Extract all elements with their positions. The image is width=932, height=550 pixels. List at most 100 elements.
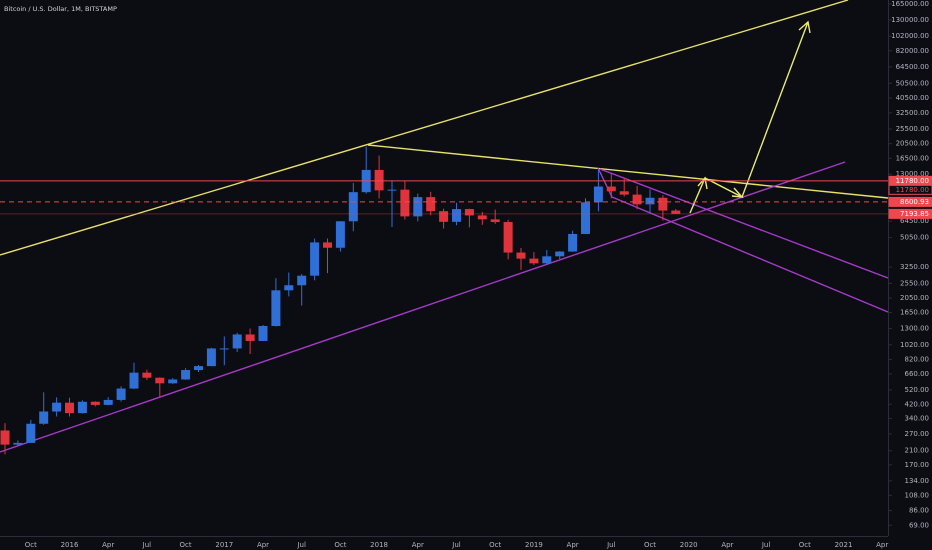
y-tick-label: 520.00 xyxy=(905,386,930,394)
candle-body xyxy=(232,334,242,349)
candle-body xyxy=(90,401,100,405)
chart-title: Bitcoin / U.S. Dollar, 1M, BITSTAMP xyxy=(4,5,117,13)
y-tick-label: 340.00 xyxy=(905,414,930,422)
support-line xyxy=(0,161,846,453)
x-tick-label: Jul xyxy=(296,541,306,549)
candle-body xyxy=(477,215,487,220)
arrow-head xyxy=(731,187,744,198)
candle-body xyxy=(658,197,668,211)
y-tick-label: 40500.00 xyxy=(896,94,929,102)
y-tick-label: 165000.00 xyxy=(891,0,929,8)
candle-body xyxy=(516,252,526,259)
x-tick-label: Oct xyxy=(25,541,37,549)
candle-body xyxy=(271,290,281,327)
candle-body xyxy=(116,388,126,400)
candle-body xyxy=(426,197,436,212)
x-tick-label: Apr xyxy=(257,541,269,549)
y-tick-label: 2050.00 xyxy=(900,294,929,302)
candle-body xyxy=(503,222,513,253)
candle-body xyxy=(65,402,74,414)
candle-body xyxy=(155,377,165,384)
projection-arrow xyxy=(689,21,809,214)
candle-body xyxy=(103,399,113,405)
candle-body xyxy=(129,372,139,389)
candle-body xyxy=(310,242,320,276)
y-tick-label: 2550.00 xyxy=(900,279,929,287)
candle-body xyxy=(542,256,552,264)
y-tick-label: 69.00 xyxy=(909,521,929,529)
price-label: 11780.00 xyxy=(896,177,929,185)
candle-body xyxy=(258,326,268,341)
x-tick-label: 2021 xyxy=(835,541,853,549)
x-tick-label: Apr xyxy=(876,541,888,549)
x-tick-label: Apr xyxy=(721,541,733,549)
arrow-head xyxy=(798,20,811,34)
price-label: 7193.85 xyxy=(900,210,929,218)
y-tick-label: 5050.00 xyxy=(900,234,929,242)
x-tick-label: Apr xyxy=(567,541,579,549)
x-tick-label: Oct xyxy=(334,541,346,549)
candle-body xyxy=(13,442,23,445)
candle-body xyxy=(490,219,500,223)
candle-body xyxy=(194,366,203,371)
candle-body xyxy=(168,379,178,384)
candle-body xyxy=(581,202,590,234)
y-tick-label: 64500.00 xyxy=(896,63,929,71)
price-label: 11780.00 xyxy=(896,186,929,194)
candle-body xyxy=(568,233,578,252)
x-tick-label: 2020 xyxy=(680,541,698,549)
y-tick-label: 102000.00 xyxy=(891,32,929,40)
x-tick-label: Oct xyxy=(180,541,192,549)
x-tick-label: Oct xyxy=(644,541,656,549)
y-tick-label: 660.00 xyxy=(905,370,930,378)
price-label-box xyxy=(888,196,932,207)
y-tick-label: 134.00 xyxy=(905,477,930,485)
y-tick-label: 1650.00 xyxy=(900,309,929,317)
candle-body xyxy=(619,191,629,195)
x-tick-label: 2017 xyxy=(215,541,233,549)
x-tick-label: Jul xyxy=(142,541,152,549)
y-tick-label: 170.00 xyxy=(905,461,930,469)
y-tick-label: 270.00 xyxy=(905,430,930,438)
y-tick-label: 86.00 xyxy=(909,507,929,515)
y-tick-label: 50500.00 xyxy=(896,79,929,87)
x-tick-label: Oct xyxy=(799,541,811,549)
candle-body xyxy=(645,197,655,205)
candle-body xyxy=(413,197,423,217)
candle-body xyxy=(529,258,539,264)
candle-body xyxy=(284,285,294,291)
y-tick-label: 420.00 xyxy=(905,400,930,408)
candle-body xyxy=(671,210,681,214)
x-tick-label: 2019 xyxy=(525,541,543,549)
candle-body xyxy=(39,411,49,424)
price-label-box xyxy=(888,184,932,195)
candle-body xyxy=(335,221,345,248)
candle-body xyxy=(593,186,603,203)
y-tick-label: 20500.00 xyxy=(896,140,929,148)
trend-line xyxy=(0,0,849,256)
candle-body xyxy=(632,194,642,205)
trend-line xyxy=(367,144,889,199)
y-tick-label: 130000.00 xyxy=(891,16,929,24)
channel-line xyxy=(597,167,613,198)
candle-body xyxy=(387,189,397,191)
candle-body xyxy=(452,209,461,222)
candle-body xyxy=(245,334,255,341)
candle-body xyxy=(374,169,384,191)
y-tick-label: 82000.00 xyxy=(896,47,929,55)
y-tick-label: 32500.00 xyxy=(896,109,929,117)
y-tick-label: 1300.00 xyxy=(900,325,929,333)
x-tick-label: 2016 xyxy=(61,541,79,549)
candle-body xyxy=(181,370,191,380)
x-tick-label: Apr xyxy=(412,541,424,549)
arrow-head xyxy=(697,176,708,190)
x-tick-label: Jul xyxy=(761,541,771,549)
y-tick-label: 1020.00 xyxy=(900,341,929,349)
candle-body xyxy=(206,348,216,367)
candle-body xyxy=(297,275,307,286)
y-tick-label: 25500.00 xyxy=(896,125,929,133)
candle-body xyxy=(52,402,62,412)
x-tick-label: 2018 xyxy=(370,541,388,549)
